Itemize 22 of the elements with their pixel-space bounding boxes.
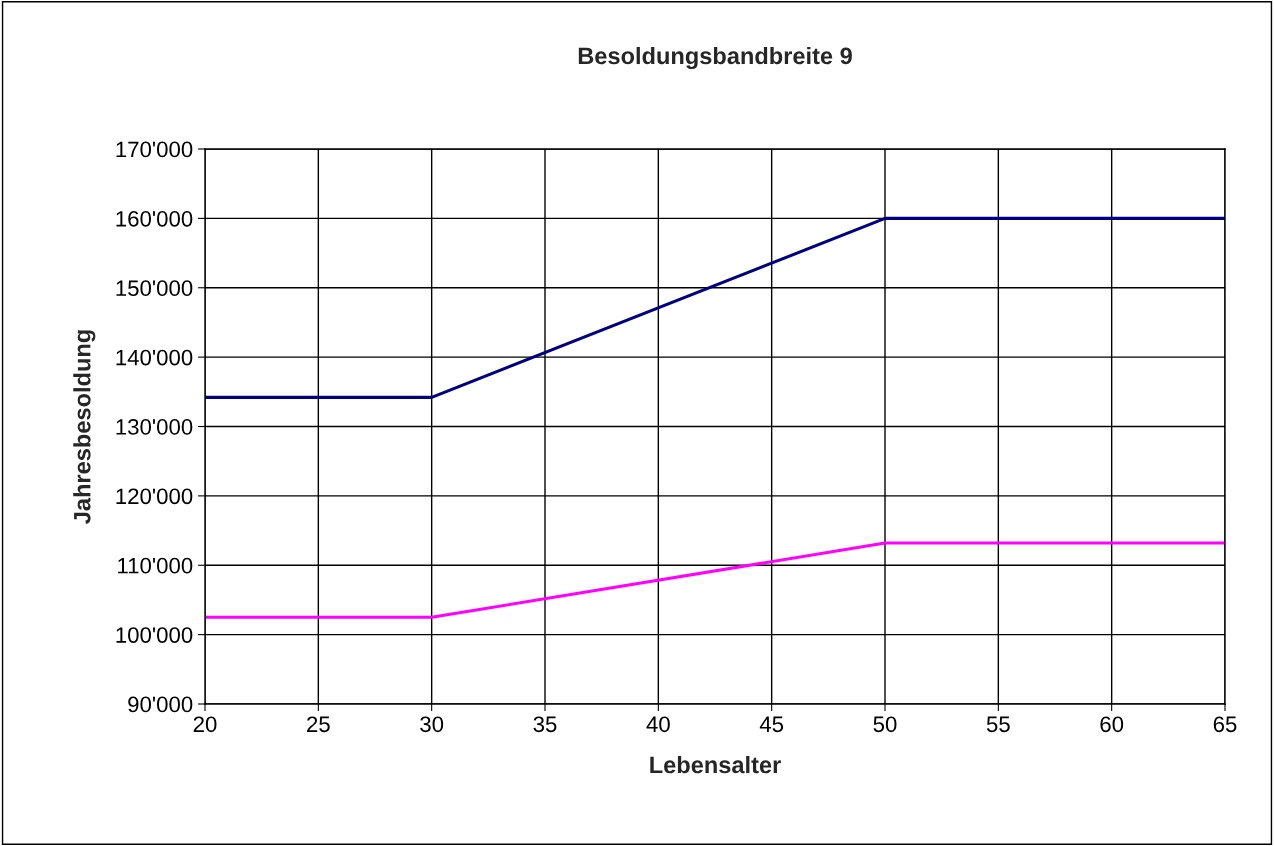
x-tick-label: 35 [533,716,557,733]
y-tick-label: 140'000 [116,349,193,366]
y-tick-label: 110'000 [118,557,193,574]
y-tick-label: 100'000 [116,627,193,643]
x-tick-label: 65 [1213,716,1237,733]
y-axis-title: Jahresbesoldung [73,330,96,524]
y-tick-label: 150'000 [116,280,193,297]
x-tick-label: 30 [420,716,444,733]
x-tick-label: 40 [646,716,670,733]
x-tick-label: 45 [759,716,784,733]
y-tick-label: 90'000 [128,696,193,713]
y-tick-label: 170'000 [116,141,193,158]
x-tick-label: 55 [986,716,1010,733]
y-tick-label: 130'000 [116,419,193,435]
x-tick-label: 20 [193,716,217,733]
chart-title: Besoldungsbandbreite 9 [578,46,852,70]
y-tick-label: 160'000 [116,210,193,227]
x-tick-label: 25 [307,716,330,733]
x-tick-label: 60 [1100,716,1124,733]
x-axis-title: Lebensalter [650,755,781,774]
y-tick-label: 120'000 [116,488,193,505]
x-tick-label: 50 [873,716,897,733]
